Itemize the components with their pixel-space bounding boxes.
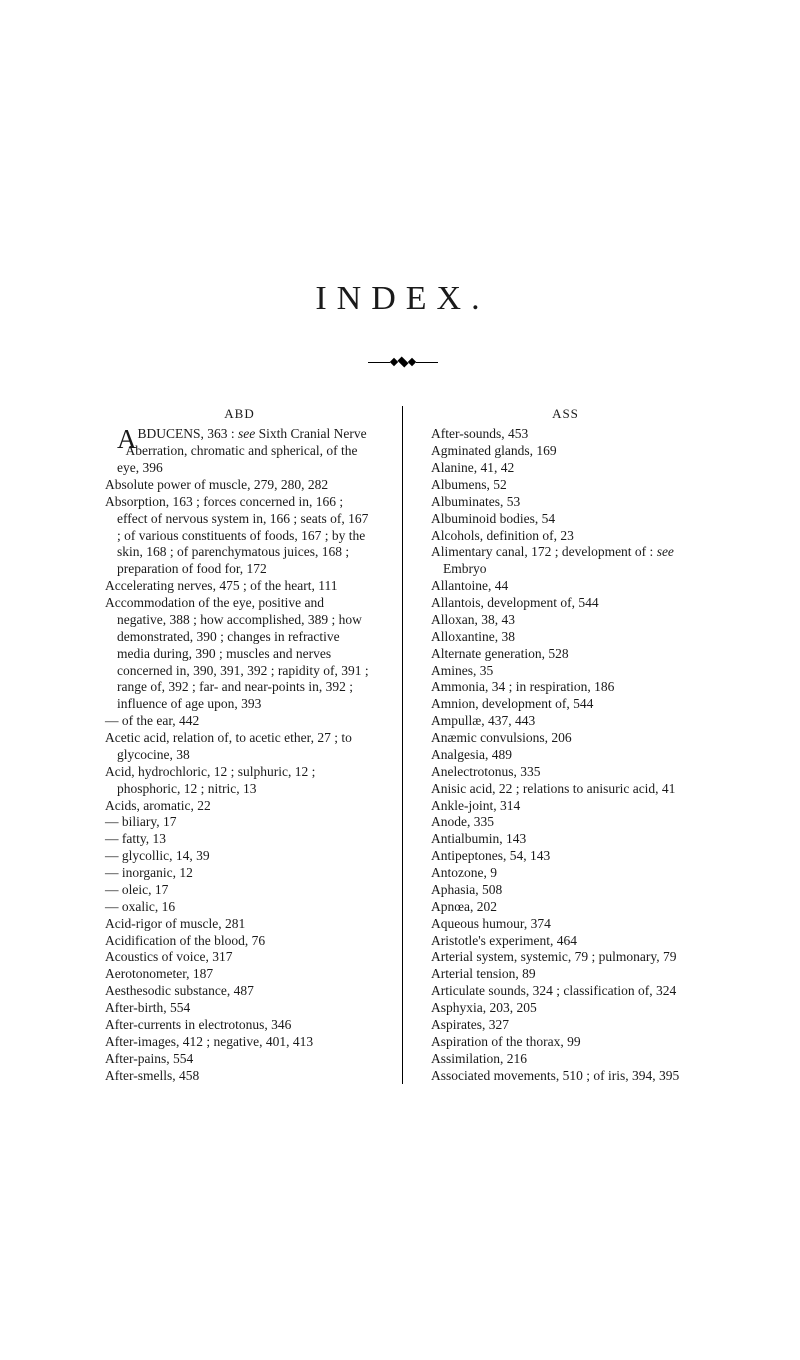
index-entry: Antozone, 9	[431, 865, 700, 882]
index-entry: Assimilation, 216	[431, 1051, 700, 1068]
index-entry: — inorganic, 12	[105, 865, 374, 882]
index-entry: Antipeptones, 54, 143	[431, 848, 700, 865]
index-entry: After-birth, 554	[105, 1000, 374, 1017]
index-entry: Acids, aromatic, 22	[105, 798, 374, 815]
index-entry: Anode, 335	[431, 814, 700, 831]
index-title: INDEX.	[105, 280, 700, 318]
index-entry: — oleic, 17	[105, 882, 374, 899]
diamond-icon	[389, 358, 397, 366]
index-entry: Alloxantine, 38	[431, 629, 700, 646]
index-entry: — biliary, 17	[105, 814, 374, 831]
index-entry: Aphasia, 508	[431, 882, 700, 899]
index-entry: Arterial tension, 89	[431, 966, 700, 983]
diamond-icon	[397, 357, 408, 368]
index-entry: Aspirates, 327	[431, 1017, 700, 1034]
index-entry: Amines, 35	[431, 663, 700, 680]
index-entry: Alcohols, definition of, 23	[431, 528, 700, 545]
index-entry: Alloxan, 38, 43	[431, 612, 700, 629]
index-entry: Aristotle's experiment, 464	[431, 933, 700, 950]
index-entry: Aberration, chromatic and spherical, of …	[105, 443, 374, 477]
index-entry: Ankle-joint, 314	[431, 798, 700, 815]
ornament-rule	[105, 353, 700, 371]
index-entry: Ampullæ, 437, 443	[431, 713, 700, 730]
col-header-right: ASS	[431, 406, 700, 422]
column-separator	[402, 406, 403, 1084]
index-entry: — fatty, 13	[105, 831, 374, 848]
index-entry: Absolute power of muscle, 279, 280, 282	[105, 477, 374, 494]
index-entry: Allantoine, 44	[431, 578, 700, 595]
index-entry: Antialbumin, 143	[431, 831, 700, 848]
index-entry: Analgesia, 489	[431, 747, 700, 764]
col-header-left: ABD	[105, 406, 374, 422]
index-entry: Arterial system, systemic, 79 ; pulmonar…	[431, 949, 700, 966]
index-entry: Allantois, development of, 544	[431, 595, 700, 612]
index-entry: After-images, 412 ; negative, 401, 413	[105, 1034, 374, 1051]
index-entry: Albumens, 52	[431, 477, 700, 494]
index-entry: After-currents in electrotonus, 346	[105, 1017, 374, 1034]
index-entry: Alimentary canal, 172 ; development of :…	[431, 544, 700, 578]
index-entry: Agminated glands, 169	[431, 443, 700, 460]
index-entry: Aspiration of the thorax, 99	[431, 1034, 700, 1051]
rule-right	[416, 362, 438, 363]
column-right: ASS After-sounds, 453Agminated glands, 1…	[431, 406, 700, 1084]
index-entry: Amnion, development of, 544	[431, 696, 700, 713]
index-entry: Albuminates, 53	[431, 494, 700, 511]
index-entry: Articulate sounds, 324 ; classification …	[431, 983, 700, 1000]
rule-left	[368, 362, 390, 363]
index-entry: After-smells, 458	[105, 1068, 374, 1085]
index-entry: Associated movements, 510 ; of iris, 394…	[431, 1068, 700, 1085]
index-entry: Acid, hydrochloric, 12 ; sulphuric, 12 ;…	[105, 764, 374, 798]
index-entry: Anæmic convulsions, 206	[431, 730, 700, 747]
index-entry: Asphyxia, 203, 205	[431, 1000, 700, 1017]
column-left: ABD ABDUCENS, 363 : see Sixth Cranial Ne…	[105, 406, 374, 1084]
index-entry: Aesthesodic substance, 487	[105, 983, 374, 1000]
index-entry: — glycollic, 14, 39	[105, 848, 374, 865]
index-entry: Accelerating nerves, 475 ; of the heart,…	[105, 578, 374, 595]
index-entry: — oxalic, 16	[105, 899, 374, 916]
index-entry: Acoustics of voice, 317	[105, 949, 374, 966]
index-entry: Acetic acid, relation of, to acetic ethe…	[105, 730, 374, 764]
index-entry: Acid-rigor of muscle, 281	[105, 916, 374, 933]
index-entry: After-sounds, 453	[431, 426, 700, 443]
index-entry: ABDUCENS, 363 : see Sixth Cranial Nerve	[105, 426, 374, 443]
index-entry: Aerotonometer, 187	[105, 966, 374, 983]
index-entry: Alanine, 41, 42	[431, 460, 700, 477]
index-entry: Accommodation of the eye, positive and n…	[105, 595, 374, 713]
page: INDEX. ABD ABDUCENS, 363 : see Sixth Cra…	[0, 0, 800, 1360]
index-columns: ABD ABDUCENS, 363 : see Sixth Cranial Ne…	[105, 406, 700, 1084]
index-entry: Absorption, 163 ; forces concerned in, 1…	[105, 494, 374, 578]
index-entry: — of the ear, 442	[105, 713, 374, 730]
index-entry: After-pains, 554	[105, 1051, 374, 1068]
index-entry: Alternate generation, 528	[431, 646, 700, 663]
index-entry: Aqueous humour, 374	[431, 916, 700, 933]
index-entry: Ammonia, 34 ; in respiration, 186	[431, 679, 700, 696]
column-left-body: ABDUCENS, 363 : see Sixth Cranial NerveA…	[105, 426, 374, 1084]
index-entry: Anisic acid, 22 ; relations to anisuric …	[431, 781, 700, 798]
index-entry: Apnœa, 202	[431, 899, 700, 916]
index-entry: Anelectrotonus, 335	[431, 764, 700, 781]
column-right-body: After-sounds, 453Agminated glands, 169Al…	[431, 426, 700, 1084]
index-entry: Albuminoid bodies, 54	[431, 511, 700, 528]
diamond-icon	[407, 358, 415, 366]
index-entry: Acidification of the blood, 76	[105, 933, 374, 950]
